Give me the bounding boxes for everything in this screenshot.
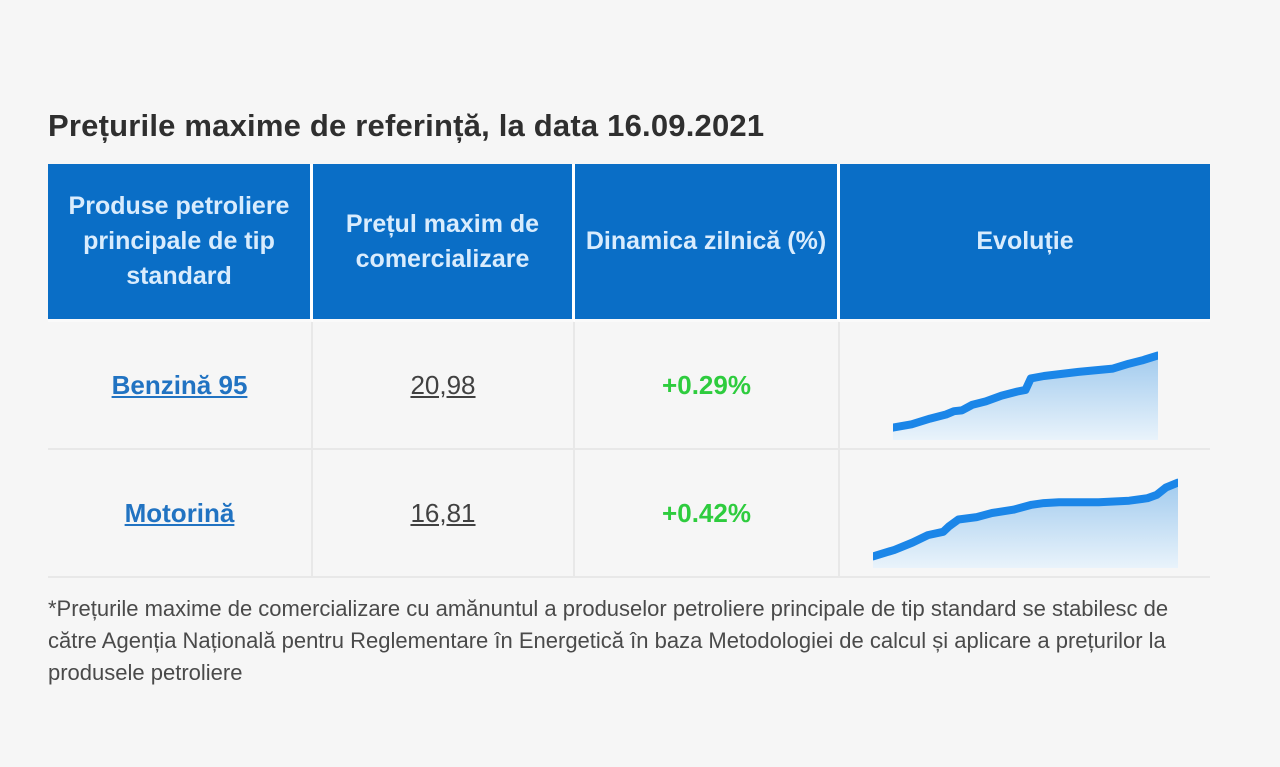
header-cell-max-price: Prețul maxim de comercializare xyxy=(313,164,575,322)
table-row-benzina-evolution-cell xyxy=(840,322,1210,450)
benzina-95-sparkline-chart xyxy=(888,348,1162,440)
table-row-motorina-price-cell: 16,81 xyxy=(313,450,575,578)
page-title: Prețurile maxime de referință, la data 1… xyxy=(48,108,765,143)
motorina-price-link[interactable]: 16,81 xyxy=(410,497,476,528)
table-row-benzina-product-cell: Benzină 95 xyxy=(48,322,313,450)
table-row-motorina-evolution-cell xyxy=(840,450,1210,578)
table-row-motorina-dynamic-cell: +0.42% xyxy=(575,450,840,578)
motorina-sparkline-chart xyxy=(868,476,1182,568)
table-row-benzina-price-cell: 20,98 xyxy=(313,322,575,450)
footnote: *Prețurile maxime de comercializare cu a… xyxy=(48,596,1169,685)
motorina-dynamic-value: +0.42% xyxy=(662,497,751,528)
header-cell-products: Produse petroliere principale de tip sta… xyxy=(48,164,313,322)
table-row-motorina-product-cell: Motorină xyxy=(48,450,313,578)
fuel-price-table: Produse petroliere principale de tip sta… xyxy=(48,164,1210,578)
table-row-benzina-dynamic-cell: +0.29% xyxy=(575,322,840,450)
header-cell-evolution: Evoluție xyxy=(840,164,1210,322)
motorina-link[interactable]: Motorină xyxy=(124,497,235,528)
benzina-95-dynamic-value: +0.29% xyxy=(662,369,751,400)
header-cell-daily-dynamic: Dinamica zilnică (%) xyxy=(575,164,840,322)
benzina-95-price-link[interactable]: 20,98 xyxy=(410,369,476,400)
benzina-95-link[interactable]: Benzină 95 xyxy=(111,369,248,400)
page: Prețurile maxime de referință, la data 1… xyxy=(48,108,1210,685)
